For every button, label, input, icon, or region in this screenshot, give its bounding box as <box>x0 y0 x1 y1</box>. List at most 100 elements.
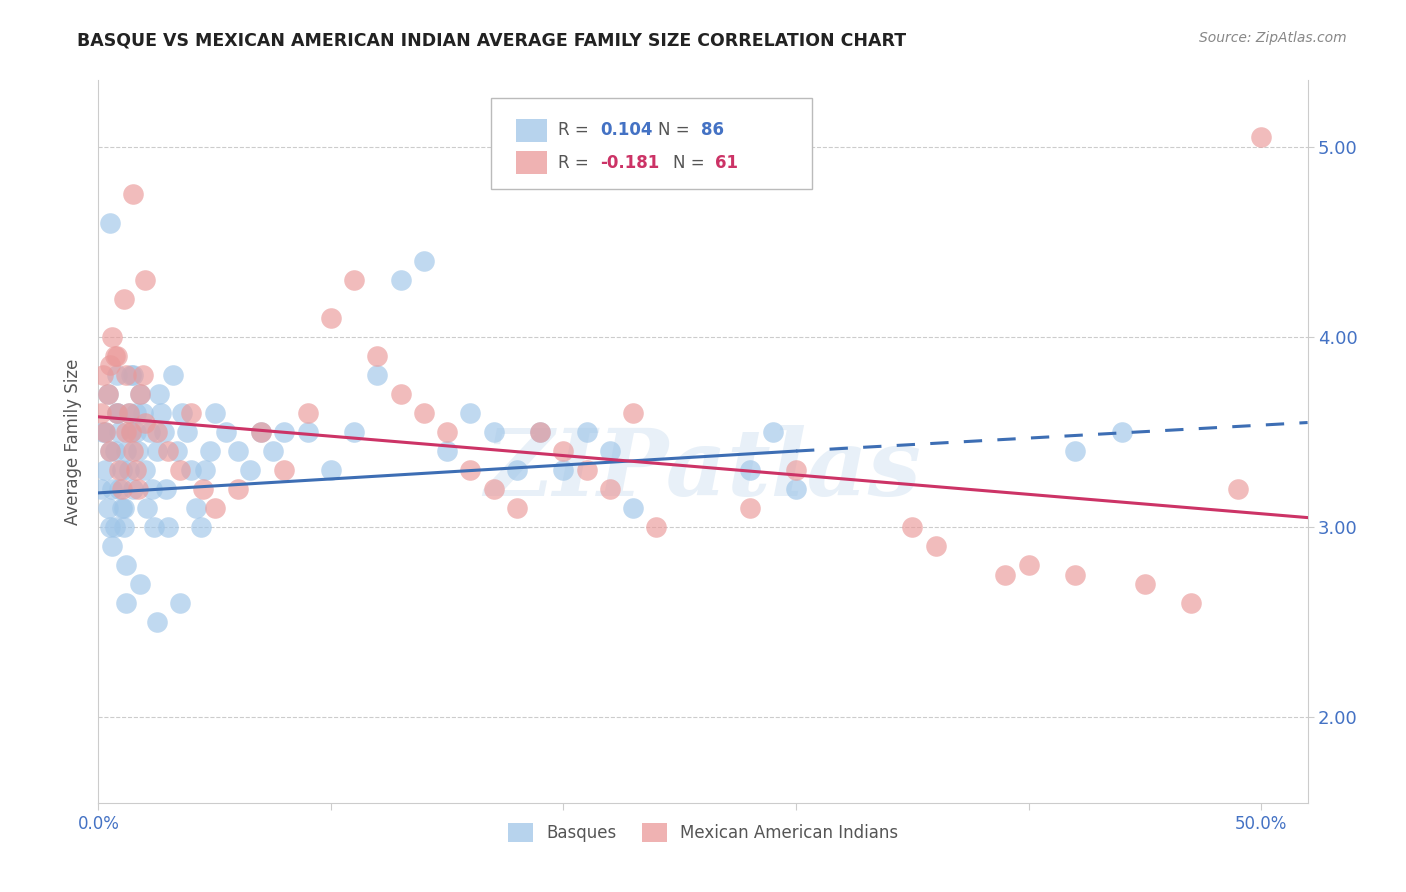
Point <box>122 368 145 382</box>
Point <box>120 368 142 382</box>
Text: ZIPatlas: ZIPatlas <box>485 425 921 516</box>
Point <box>98 444 121 458</box>
Point <box>141 482 163 496</box>
Point <box>108 482 131 496</box>
Point <box>482 482 505 496</box>
Point <box>129 387 152 401</box>
Point <box>122 187 145 202</box>
Point <box>366 349 388 363</box>
Point <box>169 596 191 610</box>
Y-axis label: Average Family Size: Average Family Size <box>63 359 82 524</box>
Point <box>413 253 436 268</box>
Text: Source: ZipAtlas.com: Source: ZipAtlas.com <box>1199 31 1347 45</box>
Point <box>115 368 138 382</box>
Point <box>460 406 482 420</box>
Point <box>529 425 551 439</box>
Point <box>226 482 249 496</box>
Text: BASQUE VS MEXICAN AMERICAN INDIAN AVERAGE FAMILY SIZE CORRELATION CHART: BASQUE VS MEXICAN AMERICAN INDIAN AVERAG… <box>77 31 907 49</box>
Point <box>115 425 138 439</box>
Text: R =: R = <box>558 153 593 171</box>
Point <box>105 406 128 420</box>
Point <box>115 558 138 573</box>
Point <box>553 444 575 458</box>
Point <box>105 406 128 420</box>
Point <box>138 425 160 439</box>
Point <box>553 463 575 477</box>
Point <box>738 501 761 516</box>
Text: 0.104: 0.104 <box>600 121 652 139</box>
Point <box>226 444 249 458</box>
Point <box>134 416 156 430</box>
Point <box>115 444 138 458</box>
Point <box>129 577 152 591</box>
Point <box>1111 425 1133 439</box>
Point <box>101 482 124 496</box>
Point <box>131 368 153 382</box>
Point <box>134 463 156 477</box>
Point <box>506 463 529 477</box>
Point <box>111 463 134 477</box>
FancyBboxPatch shape <box>492 98 811 189</box>
Point <box>389 387 412 401</box>
Point <box>120 425 142 439</box>
Point <box>145 444 167 458</box>
Point <box>127 444 149 458</box>
Point <box>131 406 153 420</box>
Legend: Basques, Mexican American Indians: Basques, Mexican American Indians <box>502 816 904 848</box>
Point <box>1250 130 1272 145</box>
Point <box>148 387 170 401</box>
Point <box>152 425 174 439</box>
Point <box>145 615 167 630</box>
Point <box>112 501 135 516</box>
Point <box>482 425 505 439</box>
Point <box>98 520 121 534</box>
Bar <box>516 151 547 174</box>
Point <box>343 425 366 439</box>
Point <box>239 463 262 477</box>
Point <box>162 368 184 382</box>
Point <box>762 425 785 439</box>
Point <box>145 425 167 439</box>
Point <box>176 425 198 439</box>
Point <box>118 463 141 477</box>
Point <box>118 406 141 420</box>
Point <box>98 444 121 458</box>
Point <box>1018 558 1040 573</box>
Point <box>215 425 238 439</box>
Point <box>98 359 121 373</box>
Point <box>180 463 202 477</box>
Point <box>297 406 319 420</box>
Point <box>273 463 295 477</box>
Point <box>118 406 141 420</box>
Text: 61: 61 <box>716 153 738 171</box>
Point <box>143 520 166 534</box>
Point <box>621 406 644 420</box>
Point <box>262 444 284 458</box>
Point <box>180 406 202 420</box>
Point <box>108 425 131 439</box>
Point <box>529 425 551 439</box>
Text: -0.181: -0.181 <box>600 153 659 171</box>
Point <box>994 567 1017 582</box>
Point <box>124 406 146 420</box>
Point <box>1064 567 1087 582</box>
Point <box>599 444 621 458</box>
Point <box>122 482 145 496</box>
Point <box>273 425 295 439</box>
Point <box>111 482 134 496</box>
Point <box>389 273 412 287</box>
Point <box>97 387 120 401</box>
Text: N =: N = <box>673 153 710 171</box>
Point <box>621 501 644 516</box>
Point <box>157 444 180 458</box>
Point <box>1226 482 1249 496</box>
Point <box>108 463 131 477</box>
Text: R =: R = <box>558 121 593 139</box>
Point <box>150 406 173 420</box>
Text: 86: 86 <box>700 121 724 139</box>
Point <box>120 425 142 439</box>
Point <box>91 368 114 382</box>
Point <box>1180 596 1202 610</box>
Point <box>319 310 342 325</box>
Point <box>436 425 458 439</box>
